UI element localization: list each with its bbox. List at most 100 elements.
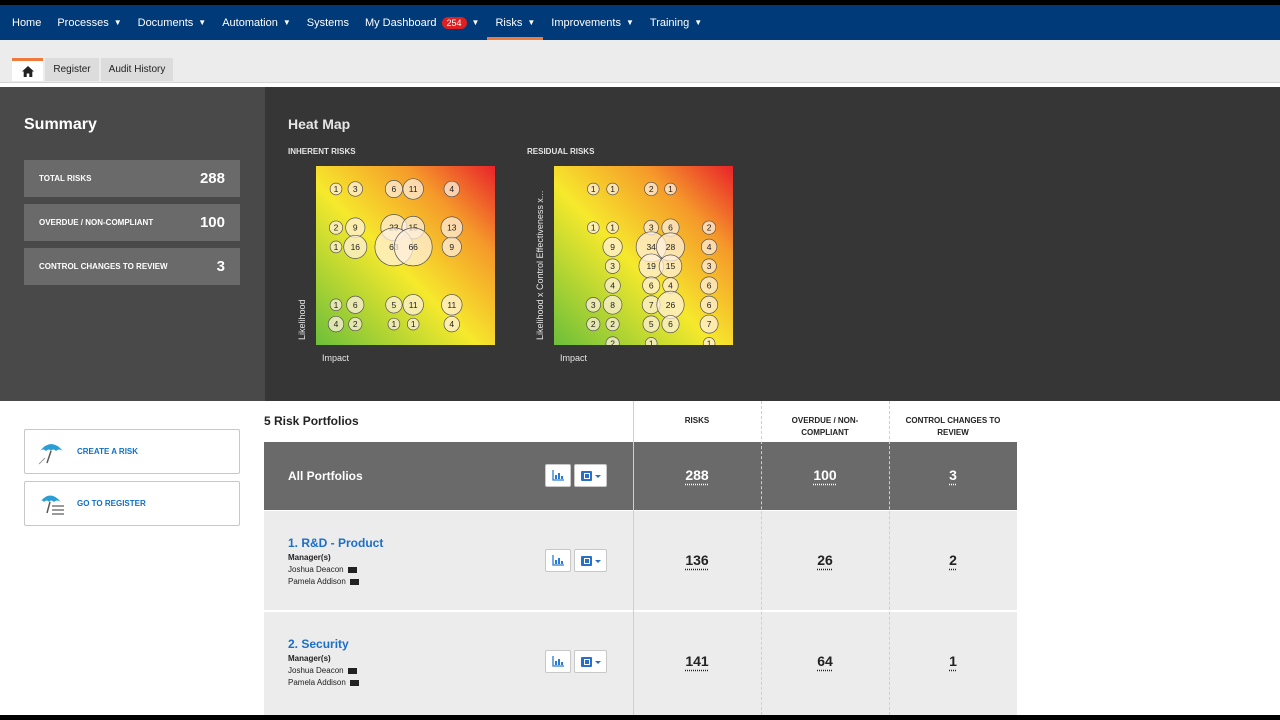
risk-bubble[interactable]: 1 bbox=[406, 317, 420, 331]
risk-bubble-count: 5 bbox=[392, 300, 397, 310]
risk-bubble[interactable]: 3 bbox=[604, 258, 621, 274]
risk-bubble[interactable]: 1 bbox=[329, 298, 343, 312]
risk-bubble[interactable]: 4 bbox=[443, 180, 460, 198]
risk-bubble[interactable]: 4 bbox=[327, 315, 345, 333]
risk-bubble[interactable]: 6 bbox=[661, 315, 680, 334]
risk-bubble[interactable]: 13 bbox=[440, 216, 464, 239]
risk-bubble[interactable]: 1 bbox=[587, 182, 600, 196]
risk-bubble[interactable]: 6 bbox=[346, 295, 365, 314]
risk-bubble[interactable]: 6 bbox=[384, 179, 403, 199]
chart-button[interactable] bbox=[545, 650, 571, 673]
control-changes-count[interactable]: 2 bbox=[949, 552, 957, 568]
risk-bubble[interactable]: 15 bbox=[658, 254, 683, 278]
summary-panel: Summary TOTAL RISKS 288 OVERDUE / NON-CO… bbox=[0, 87, 265, 401]
tab-register[interactable]: Register bbox=[45, 58, 99, 81]
risk-bubble[interactable]: 1 bbox=[329, 182, 343, 196]
nav-systems[interactable]: Systems bbox=[299, 5, 357, 40]
risk-bubble[interactable]: 2 bbox=[348, 317, 363, 332]
risk-bubble[interactable]: 2 bbox=[328, 220, 344, 235]
nav-training[interactable]: Training ▼ bbox=[642, 5, 710, 40]
nav-my-dashboard[interactable]: My Dashboard 254 ▼ bbox=[357, 5, 488, 40]
risk-bubble[interactable]: 26 bbox=[656, 290, 685, 319]
email-icon[interactable] bbox=[349, 578, 359, 585]
risk-bubble[interactable]: 2 bbox=[605, 336, 620, 345]
managers-label: Manager(s) bbox=[288, 553, 331, 562]
risk-bubble[interactable]: 5 bbox=[385, 296, 403, 314]
risk-bubble[interactable]: 1 bbox=[606, 182, 619, 196]
email-icon[interactable] bbox=[347, 667, 357, 674]
risk-bubble[interactable]: 7 bbox=[699, 314, 719, 334]
nav-my-dashboard-label: My Dashboard bbox=[364, 16, 437, 29]
risk-bubble[interactable]: 2 bbox=[702, 220, 717, 235]
risk-bubble-circle bbox=[327, 315, 345, 333]
risk-bubble[interactable]: 2 bbox=[605, 317, 620, 332]
risk-bubble-circle bbox=[702, 220, 717, 235]
risk-bubble[interactable]: 4 bbox=[604, 277, 621, 294]
risk-bubble[interactable]: 8 bbox=[602, 295, 623, 315]
risk-bubble[interactable]: 1 bbox=[664, 182, 677, 196]
risk-bubble-circle bbox=[329, 182, 343, 196]
nav-risks[interactable]: Risks ▼ bbox=[487, 5, 544, 40]
risks-count[interactable]: 136 bbox=[685, 552, 709, 568]
nav-home[interactable]: Home bbox=[4, 5, 49, 40]
control-changes-count[interactable]: 3 bbox=[949, 467, 957, 483]
portfolio-link[interactable]: 1. R&D - Product bbox=[288, 536, 384, 550]
export-button[interactable] bbox=[574, 549, 607, 572]
export-button[interactable] bbox=[574, 464, 607, 487]
risk-bubble[interactable]: 6 bbox=[700, 276, 719, 295]
risk-bubble[interactable]: 3 bbox=[701, 258, 717, 274]
risk-bubble[interactable]: 1 bbox=[587, 221, 600, 234]
nav-processes[interactable]: Processes ▼ bbox=[49, 5, 129, 40]
risk-bubble-circle bbox=[644, 181, 659, 197]
risk-bubble[interactable]: 9 bbox=[441, 236, 462, 257]
risk-bubble[interactable]: 5 bbox=[642, 315, 660, 333]
risk-bubble[interactable]: 2 bbox=[644, 181, 659, 197]
go-to-register-button[interactable]: GO TO REGISTER bbox=[24, 481, 240, 526]
risk-bubble[interactable]: 11 bbox=[441, 294, 463, 316]
risk-bubble[interactable]: 4 bbox=[443, 315, 460, 333]
overdue-count[interactable]: 100 bbox=[813, 467, 837, 483]
risks-count[interactable]: 288 bbox=[685, 467, 709, 483]
email-icon[interactable] bbox=[347, 566, 357, 573]
risks-count[interactable]: 141 bbox=[685, 653, 709, 669]
risk-bubble[interactable]: 3 bbox=[585, 297, 601, 313]
risk-bubble[interactable]: 1 bbox=[702, 337, 716, 346]
chart-button[interactable] bbox=[545, 549, 571, 572]
control-changes-count[interactable]: 1 bbox=[949, 653, 957, 669]
risk-bubble[interactable]: 11 bbox=[402, 294, 424, 316]
create-risk-button[interactable]: CREATE A RISK bbox=[24, 429, 240, 474]
risk-bubble[interactable]: 6 bbox=[700, 295, 719, 314]
stat-control-changes[interactable]: CONTROL CHANGES TO REVIEW 3 bbox=[24, 248, 240, 285]
risk-bubble[interactable]: 1 bbox=[606, 221, 619, 234]
chart-button[interactable] bbox=[545, 464, 571, 487]
risk-bubble[interactable]: 1 bbox=[329, 240, 343, 254]
risk-bubble-count: 6 bbox=[353, 300, 358, 310]
inherent-x-axis-label: Impact bbox=[322, 353, 350, 363]
risk-bubble[interactable]: 1 bbox=[644, 337, 658, 346]
risk-bubble[interactable]: 6 bbox=[642, 276, 661, 295]
nav-documents[interactable]: Documents ▼ bbox=[130, 5, 215, 40]
risk-bubble[interactable]: 9 bbox=[602, 236, 623, 257]
risk-bubble[interactable]: 4 bbox=[700, 238, 718, 256]
portfolio-link[interactable]: 2. Security bbox=[288, 637, 349, 651]
risk-bubble[interactable]: 16 bbox=[343, 234, 368, 259]
email-icon[interactable] bbox=[349, 679, 359, 686]
stat-total-risks[interactable]: TOTAL RISKS 288 bbox=[24, 160, 240, 197]
tab-home[interactable] bbox=[12, 58, 43, 81]
inherent-risks-title: INHERENT RISKS bbox=[288, 147, 356, 156]
risk-bubble[interactable]: 9 bbox=[345, 217, 366, 238]
stat-overdue[interactable]: OVERDUE / NON-COMPLIANT 100 bbox=[24, 204, 240, 241]
risk-bubble[interactable]: 2 bbox=[586, 317, 601, 332]
nav-automation[interactable]: Automation ▼ bbox=[214, 5, 299, 40]
risk-bubble-circle bbox=[406, 317, 420, 331]
export-button[interactable] bbox=[574, 650, 607, 673]
overdue-count[interactable]: 64 bbox=[817, 653, 833, 669]
risk-bubble[interactable]: 1 bbox=[387, 317, 401, 331]
nav-improvements[interactable]: Improvements ▼ bbox=[543, 5, 642, 40]
risk-bubble[interactable]: 11 bbox=[402, 178, 424, 200]
portfolios-title: 5 Risk Portfolios bbox=[264, 414, 359, 428]
risk-bubble[interactable]: 3 bbox=[347, 181, 363, 197]
tab-audit-history[interactable]: Audit History bbox=[101, 58, 173, 81]
overdue-count[interactable]: 26 bbox=[817, 552, 833, 568]
risk-bubble[interactable]: 66 bbox=[393, 227, 433, 267]
